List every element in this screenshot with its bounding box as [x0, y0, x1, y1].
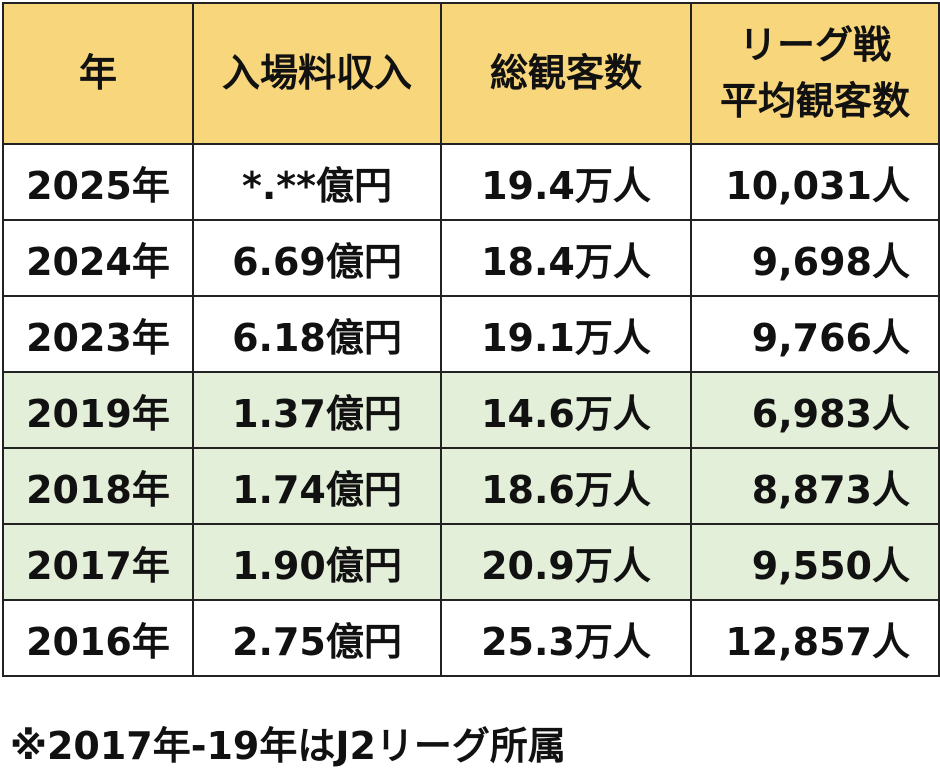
cell: 2.75億円	[192, 599, 442, 677]
cell: 2019年	[2, 371, 194, 449]
footnote: ※2017年-19年はJ2リーグ所属	[10, 724, 566, 768]
header-text: 平均観客数	[719, 78, 910, 123]
row: 2019年 1.37億円 14.6万人 6,983人	[2, 371, 940, 449]
row: 2024年 6.69億円 18.4万人 9,698人	[2, 219, 940, 297]
cell: *.**億円	[192, 143, 442, 221]
cell: 9,766人	[690, 295, 940, 373]
cell: 8,873人	[690, 447, 940, 525]
cell: 25.3万人	[440, 599, 692, 677]
cell: 2023年	[2, 295, 194, 373]
cell: 18.4万人	[440, 219, 692, 297]
cell: 6.18億円	[192, 295, 442, 373]
cell: 2017年	[2, 523, 194, 601]
header-text: 総観客数	[489, 50, 642, 95]
cell: 20.9万人	[440, 523, 692, 601]
header-text: 入場料収入	[221, 50, 412, 95]
cell: 1.37億円	[192, 371, 442, 449]
attendance-table: 年 入場料収入 総観客数 リーグ戦平均観客数 2025年 *.**億円 19.4万人…	[2, 2, 940, 677]
cell: 14.6万人	[440, 371, 692, 449]
cell: 2018年	[2, 447, 194, 525]
row: 2023年 6.18億円 19.1万人 9,766人	[2, 295, 940, 373]
cell: 9,550人	[690, 523, 940, 601]
cell: 19.4万人	[440, 143, 692, 221]
cell: 6,983人	[690, 371, 940, 449]
header-row: 年 入場料収入 総観客数 リーグ戦平均観客数	[2, 2, 940, 145]
cell: 18.6万人	[440, 447, 692, 525]
header-cell: 入場料収入	[192, 2, 442, 145]
header-text: リーグ戦	[738, 23, 891, 68]
cell: 9,698人	[690, 219, 940, 297]
cell: 1.90億円	[192, 523, 442, 601]
cell: 2016年	[2, 599, 194, 677]
cell: 6.69億円	[192, 219, 442, 297]
header-cell: 総観客数	[440, 2, 692, 145]
header-cell: リーグ戦 平均観客数	[690, 2, 940, 145]
header-cell: 年	[2, 2, 194, 145]
header-text: 年	[78, 50, 117, 95]
cell: 19.1万人	[440, 295, 692, 373]
row: 2017年 1.90億円 20.9万人 9,550人	[2, 523, 940, 601]
cell: 10,031人	[690, 143, 940, 221]
cell: 12,857人	[690, 599, 940, 677]
cell: 1.74億円	[192, 447, 442, 525]
cell: 2025年	[2, 143, 194, 221]
row: 2016年 2.75億円 25.3万人 12,857人	[2, 599, 940, 677]
cell: 2024年	[2, 219, 194, 297]
row: 2018年 1.74億円 18.6万人 8,873人	[2, 447, 940, 525]
row: 2025年 *.**億円 19.4万人 10,031人	[2, 143, 940, 221]
